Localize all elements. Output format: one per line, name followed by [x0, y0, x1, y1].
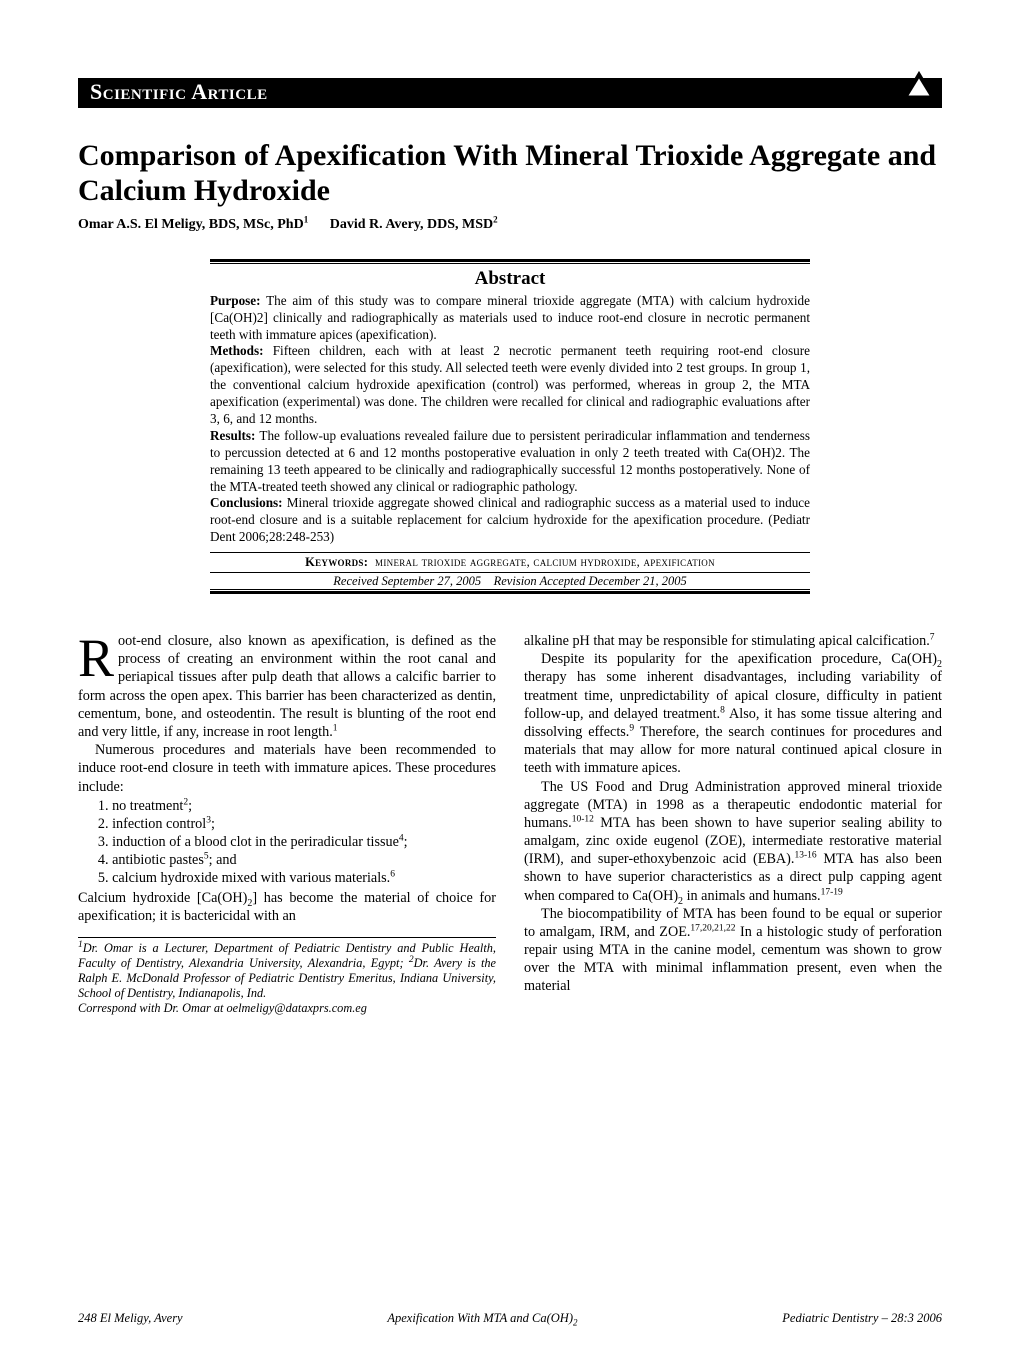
- right-column: alkaline pH that may be responsible for …: [524, 632, 942, 1016]
- author-2: David R. Avery, DDS, MSD2: [330, 217, 498, 232]
- section-bar-label: Scientific Article: [90, 79, 268, 105]
- author-1: Omar A.S. El Meligy, BDS, MSc, PhD1: [78, 217, 312, 232]
- left-column: Root-end closure, also known as apexific…: [78, 632, 496, 1016]
- list-item: 5. calcium hydroxide mixed with various …: [98, 869, 496, 887]
- rule: [210, 591, 810, 594]
- body-p: Despite its popularity for the apexifica…: [524, 650, 942, 777]
- body-p2: Numerous procedures and materials have b…: [78, 741, 496, 796]
- drop-cap: R: [78, 632, 118, 680]
- triangle-ornament-icon: [900, 68, 938, 106]
- list-item: 2. infection control3;: [98, 815, 496, 833]
- procedure-list: 1. no treatment2; 2. infection control3;…: [98, 797, 496, 888]
- rule: [210, 589, 810, 590]
- abstract-block: Abstract Purpose: The aim of this study …: [210, 259, 810, 594]
- rule: [210, 263, 810, 264]
- footer-center: Apexification With MTA and Ca(OH)2: [183, 1311, 783, 1326]
- dates-line: Received September 27, 2005 Revision Acc…: [210, 573, 810, 589]
- section-header-bar: Scientific Article: [78, 74, 942, 108]
- list-item: 3. induction of a blood clot in the peri…: [98, 833, 496, 851]
- body-columns: Root-end closure, also known as apexific…: [78, 632, 942, 1016]
- body-p: alkaline pH that may be responsible for …: [524, 632, 942, 650]
- affiliation-block: 1Dr. Omar is a Lecturer, Department of P…: [78, 941, 496, 1016]
- footer-right: Pediatric Dentistry – 28:3 2006: [782, 1311, 942, 1326]
- body-p: The US Food and Drug Administration appr…: [524, 778, 942, 905]
- article-title: Comparison of Apexification With Mineral…: [78, 138, 942, 209]
- body-p3: Calcium hydroxide [Ca(OH)2] has become t…: [78, 889, 496, 925]
- list-item: 1. no treatment2;: [98, 797, 496, 815]
- body-p1: Root-end closure, also known as apexific…: [78, 632, 496, 741]
- page-footer: 248 El Meligy, Avery Apexification With …: [78, 1311, 942, 1326]
- keywords-line: Keywords: mineral trioxide aggregate, ca…: [210, 553, 810, 572]
- body-p: The biocompatibility of MTA has been fou…: [524, 905, 942, 996]
- footer-left: 248 El Meligy, Avery: [78, 1311, 183, 1326]
- abstract-heading: Abstract: [210, 268, 810, 290]
- rule: [210, 259, 810, 262]
- author-line: Omar A.S. El Meligy, BDS, MSc, PhD1 Davi…: [78, 217, 942, 233]
- list-item: 4. antibiotic pastes5; and: [98, 851, 496, 869]
- rule: [78, 937, 496, 938]
- abstract-body: Purpose: The aim of this study was to co…: [210, 293, 810, 546]
